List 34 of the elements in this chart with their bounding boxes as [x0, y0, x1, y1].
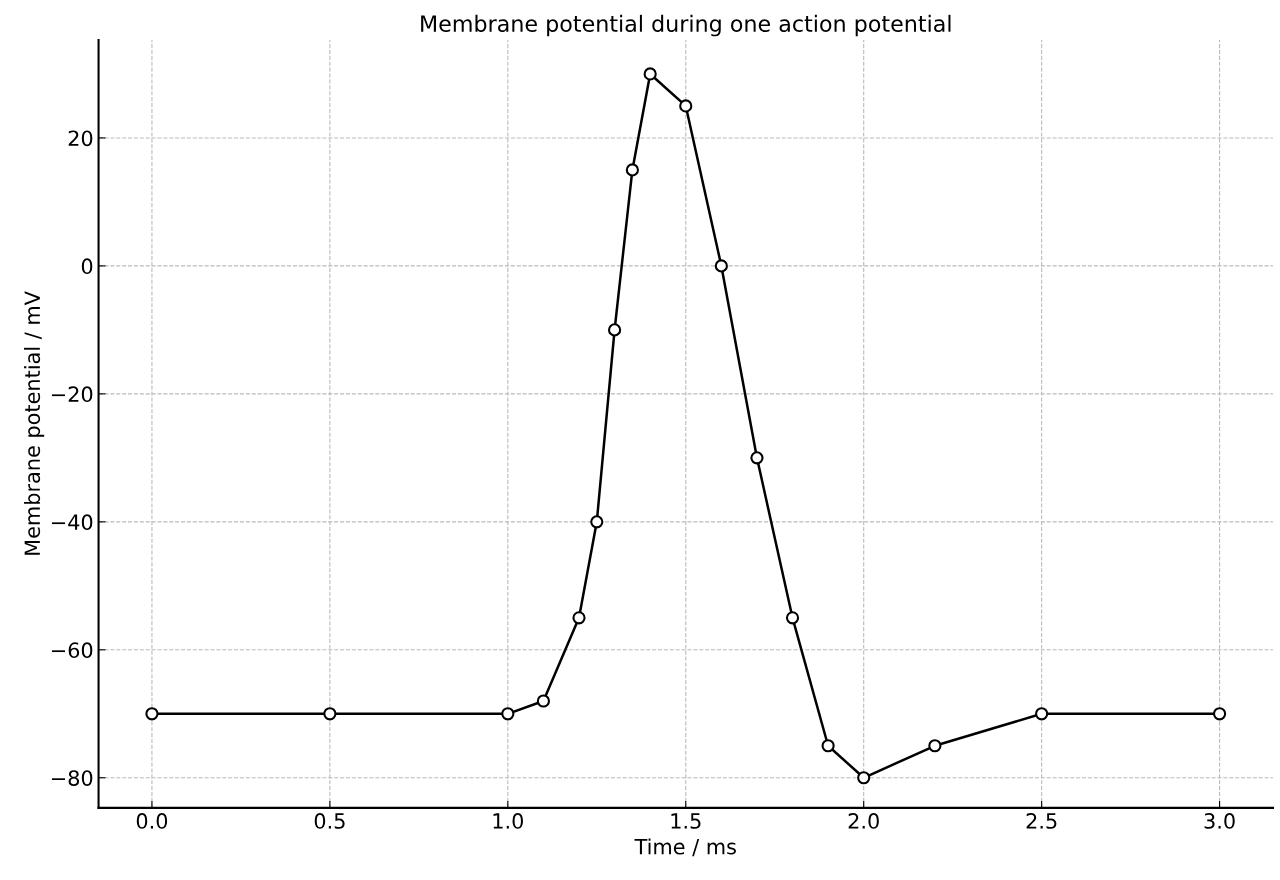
x-tick-label: 2.0: [848, 813, 879, 829]
x-tick-label: 3.0: [1204, 813, 1235, 829]
point: [857, 771, 871, 785]
y-tick-label: 20: [68, 130, 93, 147]
x-tick-label: 0.0: [136, 813, 168, 829]
x-tick-label: 2.5: [1026, 813, 1057, 829]
point: [501, 707, 515, 721]
y-tick-label: −40: [51, 514, 93, 531]
chart-title: Membrane potential during one action potential: [421, 14, 951, 37]
x-tick-label: 1.0: [493, 813, 523, 829]
y-tick-label: −80: [51, 770, 93, 786]
x-tick-label: 1.5: [671, 813, 701, 829]
y-tick-label: 0: [81, 258, 93, 275]
point: [572, 611, 586, 625]
point: [625, 163, 639, 177]
point: [1035, 707, 1049, 721]
point: [679, 99, 693, 113]
point: [928, 739, 942, 753]
x-tick-label: 0.5: [314, 813, 345, 829]
point: [821, 739, 835, 753]
y-tick-label: −20: [51, 386, 93, 403]
point: [145, 707, 159, 721]
point: [714, 259, 728, 273]
x-axis-title: Time / ms: [634, 838, 736, 857]
point: [643, 67, 657, 81]
point: [590, 515, 604, 529]
point: [1212, 707, 1227, 721]
point: [323, 707, 337, 721]
point: [607, 323, 622, 337]
y-tick-label: −60: [51, 642, 93, 659]
y-axis-title: Membrane potential / mV: [24, 291, 45, 555]
point: [536, 694, 550, 708]
point: [785, 611, 800, 625]
point: [750, 451, 764, 465]
